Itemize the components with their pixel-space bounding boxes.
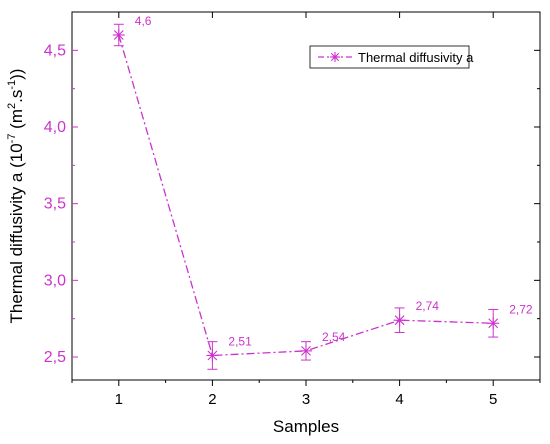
data-label: 2,72 bbox=[509, 302, 533, 316]
x-axis-ticks: 1 2 3 4 5 bbox=[71, 380, 541, 408]
plot-frame bbox=[71, 11, 541, 381]
y-axis-ticks: 2,5 3,0 3,5 4,0 4,5 bbox=[44, 42, 78, 366]
data-label: 2,74 bbox=[416, 299, 440, 313]
x-tick-label: 1 bbox=[115, 391, 123, 408]
data-point: 4,6 bbox=[112, 14, 152, 47]
legend-label: Thermal diffusivity a bbox=[358, 50, 474, 65]
series-layer: 4,6 2,51 2,54 2,74 2,72 bbox=[112, 14, 533, 370]
y-tick-label: 4,5 bbox=[44, 42, 66, 59]
data-point: 2,74 bbox=[393, 299, 440, 333]
data-point: 2,51 bbox=[206, 334, 252, 370]
legend: Thermal diffusivity a bbox=[309, 45, 474, 69]
legend-swatch-marker bbox=[330, 52, 340, 62]
data-point: 2,54 bbox=[300, 330, 346, 361]
y-tick-label: 2,5 bbox=[44, 349, 66, 366]
data-marker bbox=[112, 29, 125, 41]
x-axis-title: Samples bbox=[273, 417, 339, 436]
y-tick-label: 3,0 bbox=[44, 272, 66, 289]
top-axis-ticks bbox=[118, 12, 494, 18]
data-label: 2,54 bbox=[322, 330, 346, 344]
y-axis-title: Thermal diffusivity a (10-7 (m2.s-1)) bbox=[6, 69, 26, 324]
data-marker bbox=[300, 344, 312, 357]
data-label: 4,6 bbox=[135, 14, 152, 28]
data-marker bbox=[206, 349, 219, 362]
x-tick-label: 5 bbox=[489, 391, 497, 408]
data-marker bbox=[487, 317, 500, 330]
legend-box bbox=[309, 45, 470, 69]
y-tick-label: 4,0 bbox=[44, 119, 66, 136]
x-tick-label: 4 bbox=[395, 391, 403, 408]
y-tick-label: 3,5 bbox=[44, 196, 66, 213]
x-tick-label: 3 bbox=[302, 391, 310, 408]
data-marker bbox=[393, 314, 406, 327]
right-axis-ticks bbox=[534, 49, 540, 358]
legend-marker-asterisk bbox=[330, 52, 340, 62]
data-point: 2,72 bbox=[487, 302, 533, 338]
data-label: 2,51 bbox=[228, 334, 252, 348]
x-tick-label: 2 bbox=[208, 391, 216, 408]
